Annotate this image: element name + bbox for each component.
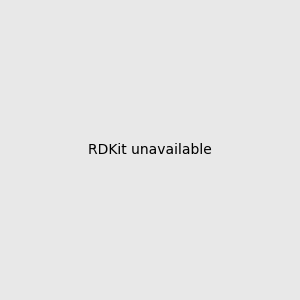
Text: RDKit unavailable: RDKit unavailable (88, 143, 212, 157)
